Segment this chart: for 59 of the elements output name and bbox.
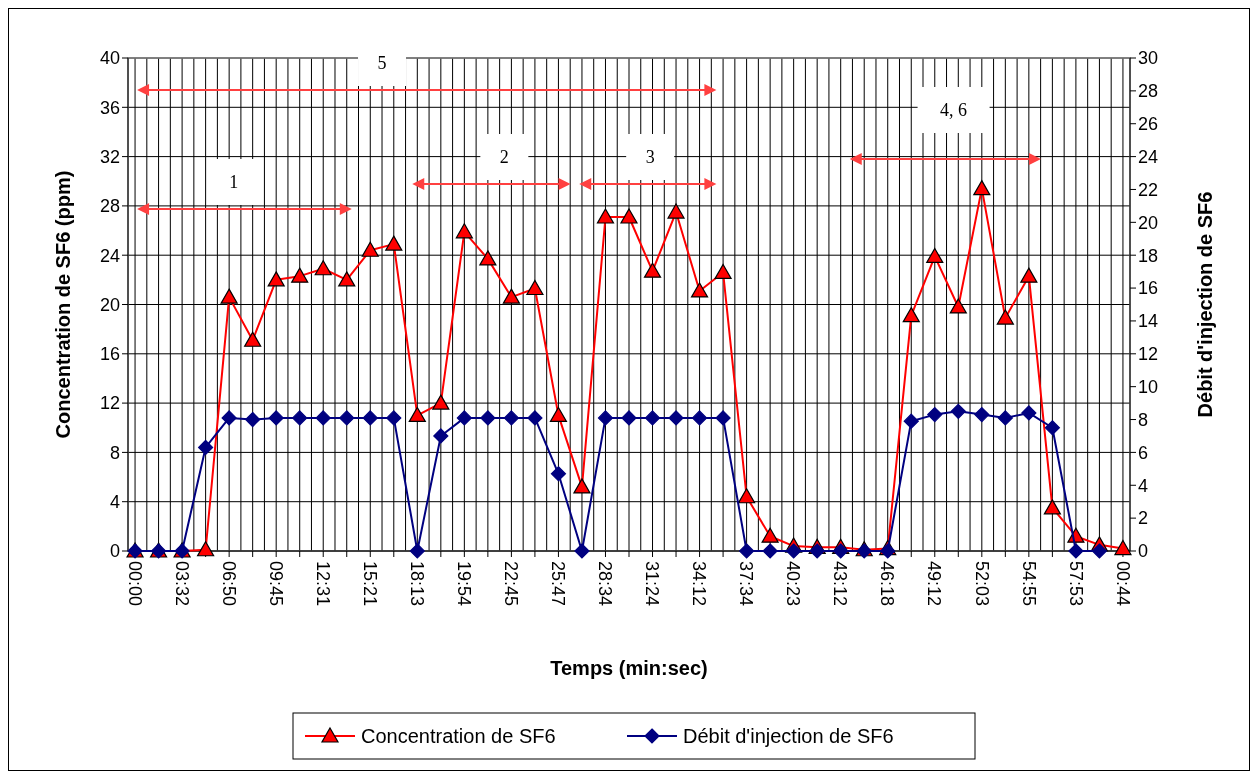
y2-tick-label: 14 xyxy=(1138,311,1159,332)
x-tick-label: 43:12 xyxy=(830,561,851,607)
x-tick-label: 22:45 xyxy=(501,561,522,607)
y2-tick-label: 18 xyxy=(1138,245,1159,266)
x-tick-label: 46:18 xyxy=(877,561,898,607)
y2-tick-label: 26 xyxy=(1138,114,1159,135)
y2-tick-label: 4 xyxy=(1138,475,1149,496)
y-tick-label: 24 xyxy=(99,245,120,266)
y-axis-title: Concentration de SF6 (ppm) xyxy=(52,170,74,439)
y-tick-label: 4 xyxy=(109,492,120,512)
legend-label: Débit d'injection de SF6 xyxy=(683,725,894,747)
y-tick-label: 20 xyxy=(99,294,120,315)
x-tick-label: 25:47 xyxy=(548,561,569,607)
y2-tick-label: 28 xyxy=(1138,81,1159,102)
y2-tick-label: 0 xyxy=(1138,541,1149,562)
x-tick-label: 40:23 xyxy=(783,561,804,607)
x-tick-label: 28:34 xyxy=(595,561,616,607)
y2-tick-label: 30 xyxy=(1138,48,1159,69)
annotation: 4, 6 xyxy=(940,100,968,121)
y-tick-label: 16 xyxy=(99,344,120,365)
x-tick-label: 00:00 xyxy=(124,561,145,607)
y2-tick-label: 6 xyxy=(1138,442,1149,463)
x-tick-label: 06:50 xyxy=(218,561,239,607)
annotation: 3 xyxy=(645,147,655,168)
legend-label: Concentration de SF6 xyxy=(361,725,556,747)
x-tick-label: 52:03 xyxy=(971,561,992,607)
y-tick-label: 40 xyxy=(99,48,120,69)
annotation: 2 xyxy=(499,147,509,168)
x-tick-label: 54:55 xyxy=(1018,561,1039,607)
annotation: 5 xyxy=(377,53,387,74)
x-tick-label: 15:21 xyxy=(359,561,380,607)
y2-tick-label: 24 xyxy=(1138,146,1159,167)
y-tick-label: 32 xyxy=(99,146,120,167)
y-tick-label: 0 xyxy=(109,541,120,562)
x-tick-label: 19:54 xyxy=(454,561,475,607)
y-tick-label: 8 xyxy=(109,442,120,463)
annotation: 1 xyxy=(229,172,239,193)
y2-tick-label: 16 xyxy=(1138,278,1159,299)
y-tick-label: 36 xyxy=(99,97,120,118)
y2-tick-label: 20 xyxy=(1138,212,1159,233)
y-tick-label: 12 xyxy=(99,393,120,414)
x-tick-label: 00:44 xyxy=(1112,561,1133,607)
y2-tick-label: 10 xyxy=(1138,376,1159,397)
x-tick-label: 31:24 xyxy=(642,561,663,607)
x-tick-label: 37:34 xyxy=(736,561,757,607)
x-tick-label: 57:53 xyxy=(1065,561,1086,607)
x-tick-label: 12:31 xyxy=(312,561,333,607)
x-tick-label: 34:12 xyxy=(689,561,710,607)
y2-tick-label: 12 xyxy=(1138,344,1159,365)
y2-tick-label: 8 xyxy=(1138,409,1149,430)
y2-tick-label: 22 xyxy=(1138,179,1159,200)
x-tick-label: 03:32 xyxy=(171,561,192,607)
x-tick-label: 09:45 xyxy=(265,561,286,607)
y-tick-label: 28 xyxy=(99,196,120,217)
y2-tick-label: 2 xyxy=(1138,508,1149,529)
x-tick-label: 18:13 xyxy=(407,561,428,607)
y2-axis-title: Débit d'injection de SF6 xyxy=(1194,191,1216,418)
x-axis-title: Temps (min:sec) xyxy=(550,657,708,679)
x-tick-label: 49:12 xyxy=(924,561,945,607)
